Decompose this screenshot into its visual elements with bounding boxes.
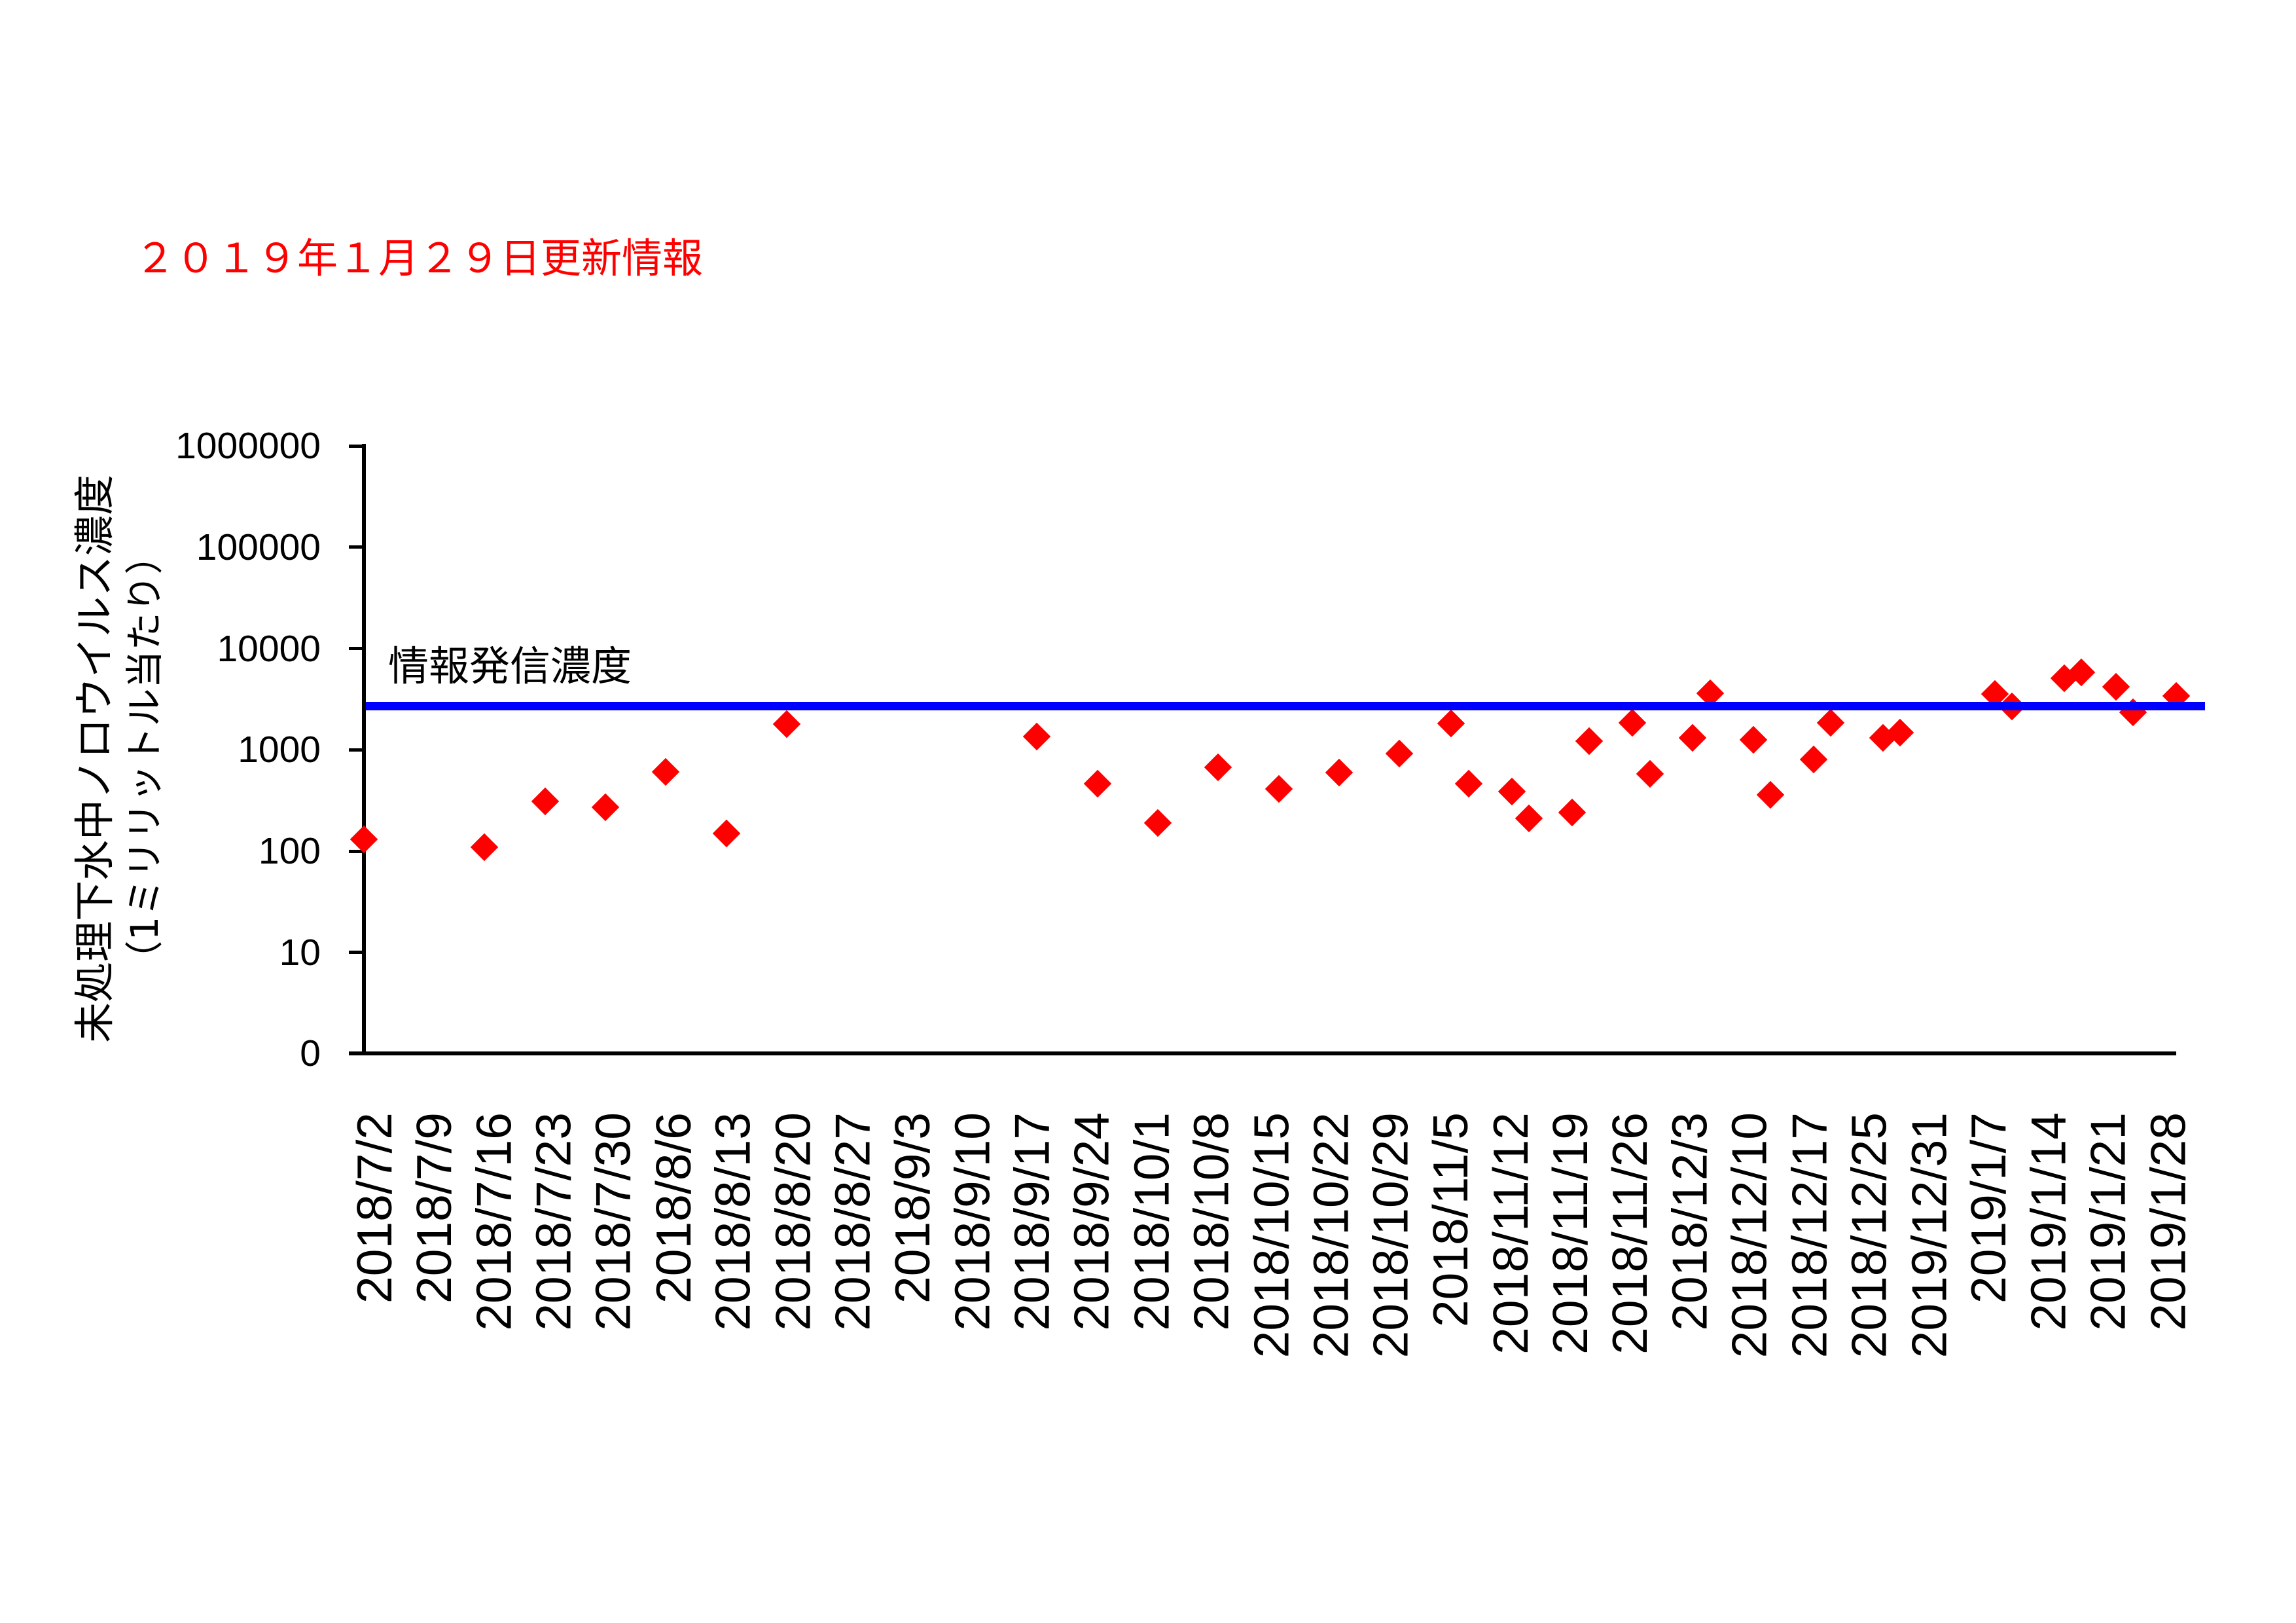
data-point-diamond [1679, 723, 1707, 752]
data-point-diamond [1558, 798, 1587, 827]
data-point-diamond [712, 819, 740, 847]
data-point-diamond [2102, 672, 2130, 701]
y-tick-mark [349, 748, 363, 752]
data-point-diamond [652, 757, 680, 786]
data-point-diamond [1799, 746, 1828, 774]
x-tick-label-text: 2018/9/3 [884, 1112, 940, 1304]
data-point-diamond [1083, 770, 1111, 798]
x-tick-label-text: 2018/7/23 [526, 1112, 581, 1331]
x-tick-label-text: 2019/1/14 [2020, 1112, 2076, 1331]
y-tick-label: 10000 [217, 627, 321, 670]
y-tick-label: 1000 [238, 729, 321, 771]
x-tick-label-text: 2018/9/10 [944, 1112, 1000, 1331]
y-tick-label: 100 [258, 830, 321, 872]
data-point-diamond [1143, 809, 1172, 837]
y-tick-mark [349, 444, 363, 448]
data-point-diamond [1204, 753, 1232, 782]
x-tick-label-text: 2018/11/5 [1423, 1112, 1479, 1328]
y-tick-label: 100000 [196, 526, 321, 568]
data-point-diamond [1817, 708, 1845, 737]
data-point-diamond [1498, 777, 1526, 805]
data-point-diamond [1023, 722, 1051, 751]
y-axis-line [362, 444, 366, 1055]
x-tick-label-text: 2018/7/9 [406, 1112, 462, 1304]
y-tick-label: 10 [279, 931, 321, 974]
data-point-diamond [1575, 727, 1604, 756]
data-point-diamond [471, 833, 499, 861]
x-tick-label-text: 2018/9/17 [1004, 1112, 1060, 1331]
x-tick-label-text: 2018/10/29 [1363, 1112, 1418, 1359]
x-tick-label-text: 2018/11/26 [1602, 1112, 1658, 1355]
x-tick-label-text: 2018/8/20 [765, 1112, 821, 1331]
x-tick-label-text: 2018/10/15 [1243, 1112, 1299, 1359]
y-tick-mark [349, 545, 363, 549]
y-tick-label: 1000000 [175, 425, 321, 467]
data-point-diamond [1437, 709, 1465, 738]
x-tick-label-text: 2019/1/7 [1961, 1112, 2017, 1304]
y-axis-title-line-1: 未処理下水中ノロウイルス濃度 [71, 474, 118, 1044]
x-tick-label-text: 2018/12/17 [1782, 1112, 1837, 1359]
x-tick-label-text: 2018/11/12 [1482, 1112, 1538, 1355]
x-tick-label-text: 2018/7/30 [586, 1112, 641, 1331]
x-tick-label-text: 2018/10/1 [1124, 1112, 1179, 1331]
y-tick-mark [349, 951, 363, 955]
x-tick-label-text: 2018/10/8 [1183, 1112, 1239, 1331]
threshold-line [366, 702, 2205, 711]
x-tick-label-text: 2018/12/25 [1841, 1112, 1897, 1359]
data-point-diamond [772, 710, 801, 739]
data-point-diamond [1739, 726, 1768, 754]
x-tick-label-text: 2018/7/2 [346, 1112, 402, 1304]
x-tick-label-text: 2018/8/6 [645, 1112, 701, 1304]
y-tick-mark [349, 1051, 363, 1055]
x-tick-label-text: 2018/11/19 [1542, 1112, 1598, 1355]
update-date-title: ２０１９年１月２９日更新情報 [135, 234, 704, 282]
data-point-diamond [1618, 708, 1647, 737]
data-point-diamond [1385, 739, 1414, 768]
data-point-diamond [1325, 758, 1354, 786]
x-tick-label-text: 2019/12/31 [1901, 1112, 1956, 1359]
x-tick-label-text: 2018/12/3 [1662, 1112, 1717, 1331]
data-point-diamond [1515, 804, 1543, 833]
data-point-diamond [1756, 780, 1785, 809]
threshold-label: 情報発信濃度 [388, 642, 632, 690]
x-tick-label-text: 2019/1/28 [2140, 1112, 2196, 1331]
x-tick-label-text: 2018/7/16 [466, 1112, 522, 1331]
y-tick-mark [349, 647, 363, 651]
x-tick-label-text: 2019/1/21 [2080, 1112, 2136, 1331]
x-tick-label-text: 2018/8/27 [825, 1112, 880, 1331]
x-axis-line [349, 1051, 2176, 1055]
data-point-diamond [1636, 759, 1664, 788]
y-tick-label: 0 [300, 1032, 321, 1075]
data-point-diamond [1265, 775, 1293, 803]
data-point-diamond [531, 787, 559, 816]
x-tick-label-text: 2018/12/10 [1721, 1112, 1777, 1359]
data-point-diamond [591, 793, 620, 822]
data-point-diamond [1454, 770, 1482, 798]
x-tick-label-text: 2018/9/24 [1064, 1112, 1119, 1331]
y-tick-mark [349, 849, 363, 853]
x-tick-label-text: 2018/8/13 [705, 1112, 761, 1331]
x-tick-label-text: 2018/10/22 [1303, 1112, 1359, 1359]
